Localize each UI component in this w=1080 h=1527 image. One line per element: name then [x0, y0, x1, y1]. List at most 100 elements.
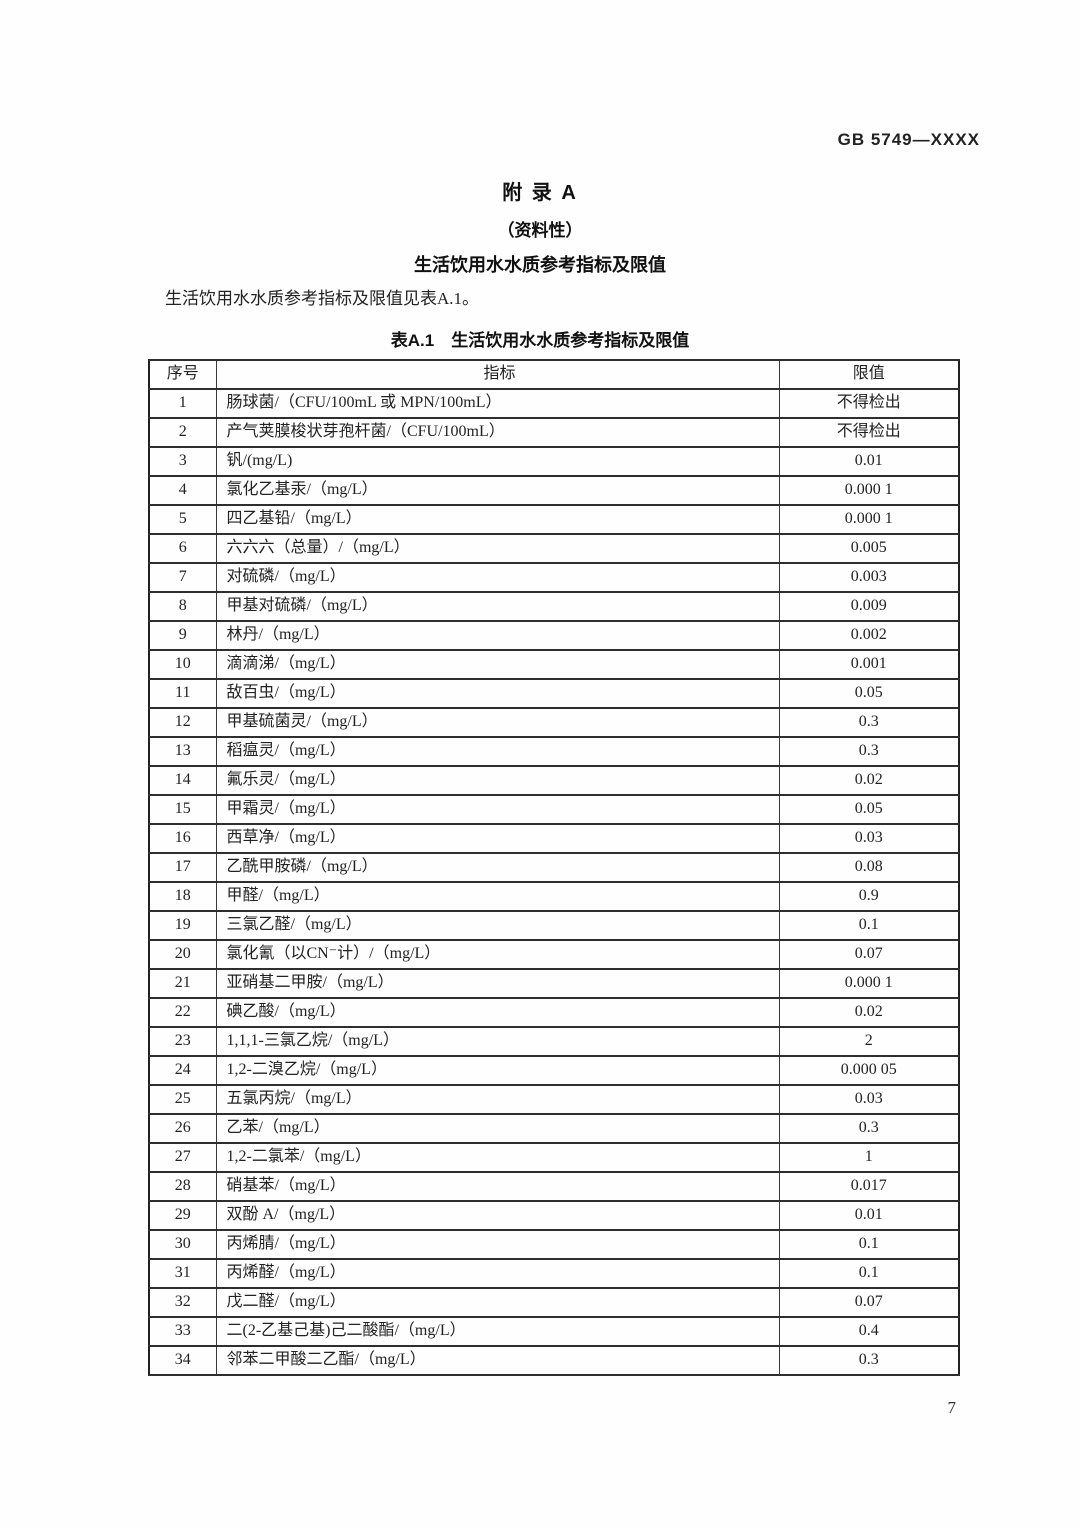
- table-row: 9 林丹/（mg/L） 0.002: [148, 620, 960, 651]
- table-row: 17 乙酰甲胺磷/（mg/L） 0.08: [148, 852, 960, 883]
- indicator-cell: 氯化氰（以CN⁻计）/（mg/L）: [215, 939, 780, 970]
- indicator-cell: 四乙基铅/（mg/L）: [215, 504, 780, 535]
- row-number-cell: 19: [148, 910, 217, 941]
- limit-cell: 0.000 1: [778, 968, 960, 999]
- indicator-cell: 乙苯/（mg/L）: [215, 1113, 780, 1144]
- indicator-cell: 丙烯醛/（mg/L）: [215, 1258, 780, 1289]
- limit-cell: 0.3: [778, 1345, 960, 1376]
- indicator-cell: 1,2-二氯苯/（mg/L）: [215, 1142, 780, 1173]
- table-row: 6 六六六（总量）/（mg/L） 0.005: [148, 533, 960, 564]
- table-row: 28 硝基苯/（mg/L） 0.017: [148, 1171, 960, 1202]
- table-row: 2 产气荚膜梭状芽孢杆菌/（CFU/100mL） 不得检出: [148, 417, 960, 448]
- table-row: 14 氟乐灵/（mg/L） 0.02: [148, 765, 960, 796]
- appendix-heading: 生活饮用水水质参考指标及限值: [414, 255, 666, 275]
- limit-cell: 0.002: [778, 620, 960, 651]
- table-row: 22 碘乙酸/（mg/L） 0.02: [148, 997, 960, 1028]
- limit-cell: 不得检出: [778, 417, 960, 448]
- row-number-cell: 4: [148, 475, 217, 506]
- indicator-cell: 甲基对硫磷/（mg/L）: [215, 591, 780, 622]
- table-row: 3 钒/(mg/L) 0.01: [148, 446, 960, 477]
- limit-cell: 2: [778, 1026, 960, 1057]
- limit-cell: 0.001: [778, 649, 960, 680]
- limit-cell: 0.02: [778, 997, 960, 1028]
- indicator-cell: 1,1,1-三氯乙烷/（mg/L）: [215, 1026, 780, 1057]
- limit-cell: 0.03: [778, 1084, 960, 1115]
- table-row: 32 戊二醛/（mg/L） 0.07: [148, 1287, 960, 1318]
- indicator-cell: 丙烯腈/（mg/L）: [215, 1229, 780, 1260]
- indicator-cell: 邻苯二甲酸二乙酯/（mg/L）: [215, 1345, 780, 1376]
- limit-cell: 0.07: [778, 1287, 960, 1318]
- row-number-cell: 8: [148, 591, 217, 622]
- indicator-cell: 氯化乙基汞/（mg/L）: [215, 475, 780, 506]
- water-quality-table: 序号 指标 限值 1 肠球菌/（CFU/100mL 或 MPN/100mL） 不得检…: [148, 359, 960, 1376]
- table-row: 4 氯化乙基汞/（mg/L） 0.000 1: [148, 475, 960, 506]
- indicator-cell: 甲霜灵/（mg/L）: [215, 794, 780, 825]
- indicator-cell: 三氯乙醛/（mg/L）: [215, 910, 780, 941]
- row-number-cell: 33: [148, 1316, 217, 1347]
- table-row: 7 对硫磷/（mg/L） 0.003: [148, 562, 960, 593]
- limit-cell: 0.3: [778, 1113, 960, 1144]
- row-number-cell: 18: [148, 881, 217, 912]
- table-row: 26 乙苯/（mg/L） 0.3: [148, 1113, 960, 1144]
- row-number-cell: 20: [148, 939, 217, 970]
- limit-cell: 0.03: [778, 823, 960, 854]
- row-number-cell: 24: [148, 1055, 217, 1086]
- table-row: 24 1,2-二溴乙烷/（mg/L） 0.000 05: [148, 1055, 960, 1086]
- table-row: 16 西草净/（mg/L） 0.03: [148, 823, 960, 854]
- row-number-cell: 7: [148, 562, 217, 593]
- indicator-cell: 产气荚膜梭状芽孢杆菌/（CFU/100mL）: [215, 417, 780, 448]
- row-number-cell: 30: [148, 1229, 217, 1260]
- indicator-cell: 甲醛/（mg/L）: [215, 881, 780, 912]
- row-number-cell: 23: [148, 1026, 217, 1057]
- table-row: 8 甲基对硫磷/（mg/L） 0.009: [148, 591, 960, 622]
- row-number-cell: 5: [148, 504, 217, 535]
- page-number: 7: [947, 1398, 957, 1417]
- indicator-cell: 二(2-乙基己基)己二酸酯/（mg/L）: [215, 1316, 780, 1347]
- limit-cell: 0.08: [778, 852, 960, 883]
- indicator-cell: 肠球菌/（CFU/100mL 或 MPN/100mL）: [215, 388, 780, 419]
- row-number-cell: 34: [148, 1345, 217, 1376]
- indicator-cell: 乙酰甲胺磷/（mg/L）: [215, 852, 780, 883]
- table-body: 1 肠球菌/（CFU/100mL 或 MPN/100mL） 不得检出 2 产气荚膜梭状芽…: [148, 388, 960, 1376]
- indicator-cell: 敌百虫/（mg/L）: [215, 678, 780, 709]
- standard-number: GB 5749—XXXX: [837, 130, 980, 149]
- table-row: 25 五氯丙烷/（mg/L） 0.03: [148, 1084, 960, 1115]
- limit-cell: 0.05: [778, 678, 960, 709]
- indicator-cell: 六六六（总量）/（mg/L）: [215, 533, 780, 564]
- limit-cell: 0.000 05: [778, 1055, 960, 1086]
- row-number-cell: 15: [148, 794, 217, 825]
- table-row: 29 双酚 A/（mg/L） 0.01: [148, 1200, 960, 1231]
- limit-cell: 0.3: [778, 707, 960, 738]
- table-row: 23 1,1,1-三氯乙烷/（mg/L） 2: [148, 1026, 960, 1057]
- row-number-cell: 13: [148, 736, 217, 767]
- limit-cell: 0.1: [778, 1229, 960, 1260]
- indicator-cell: 对硫磷/（mg/L）: [215, 562, 780, 593]
- indicator-cell: 碘乙酸/（mg/L）: [215, 997, 780, 1028]
- header-indicator: 指标: [215, 359, 780, 390]
- limit-cell: 1: [778, 1142, 960, 1173]
- limit-cell: 0.000 1: [778, 504, 960, 535]
- indicator-cell: 1,2-二溴乙烷/（mg/L）: [215, 1055, 780, 1086]
- row-number-cell: 3: [148, 446, 217, 477]
- table-row: 11 敌百虫/（mg/L） 0.05: [148, 678, 960, 709]
- table-row: 31 丙烯醛/（mg/L） 0.1: [148, 1258, 960, 1289]
- row-number-cell: 14: [148, 765, 217, 796]
- indicator-cell: 双酚 A/（mg/L）: [215, 1200, 780, 1231]
- row-number-cell: 25: [148, 1084, 217, 1115]
- indicator-cell: 林丹/（mg/L）: [215, 620, 780, 651]
- appendix-subtitle: （资料性）: [497, 221, 583, 240]
- indicator-cell: 五氯丙烷/（mg/L）: [215, 1084, 780, 1115]
- limit-cell: 0.01: [778, 446, 960, 477]
- limit-cell: 0.01: [778, 1200, 960, 1231]
- limit-cell: 0.000 1: [778, 475, 960, 506]
- limit-cell: 0.02: [778, 765, 960, 796]
- indicator-cell: 甲基硫菌灵/（mg/L）: [215, 707, 780, 738]
- limit-cell: 0.1: [778, 1258, 960, 1289]
- indicator-cell: 西草净/（mg/L）: [215, 823, 780, 854]
- indicator-cell: 钒/(mg/L): [215, 446, 780, 477]
- table-row: 30 丙烯腈/（mg/L） 0.1: [148, 1229, 960, 1260]
- limit-cell: 0.1: [778, 910, 960, 941]
- row-number-cell: 1: [148, 388, 217, 419]
- table-header-row: 序号 指标 限值: [148, 359, 960, 390]
